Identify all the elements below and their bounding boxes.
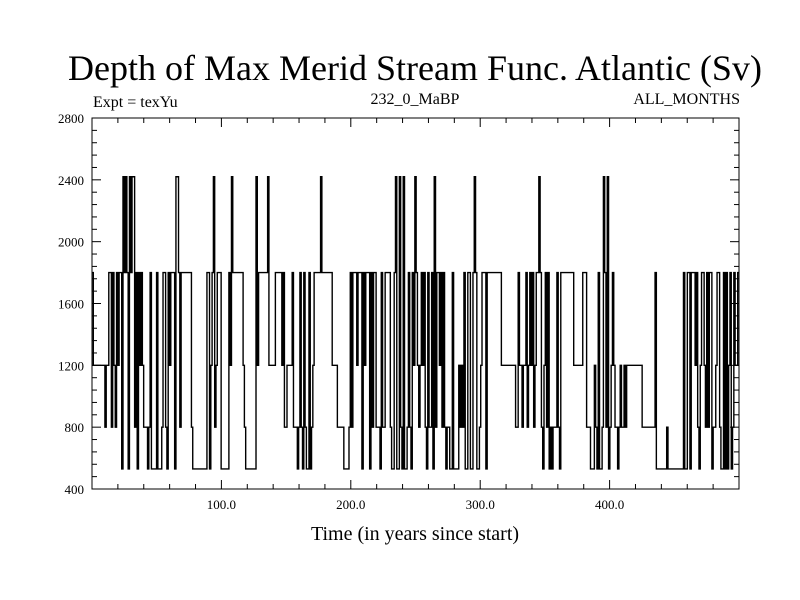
period-label: ALL_MONTHS	[633, 91, 740, 108]
run-label: 232_0_MaBP	[371, 91, 460, 108]
y-tick-label: 1600	[58, 297, 84, 312]
y-tick-label: 2400	[58, 173, 84, 188]
x-tick-label: 200.0	[336, 497, 365, 512]
y-tick-label: 800	[65, 420, 85, 435]
x-axis-tick-labels: 100.0 200.0 300.0 400.0	[207, 497, 624, 512]
series-line	[92, 176, 739, 470]
experiment-label: Expt = texYu	[93, 94, 178, 111]
x-tick-label: 300.0	[466, 497, 495, 512]
y-axis-tick-labels: 400 800 1200 1600 2000 2400 2800	[58, 111, 84, 497]
x-tick-label: 400.0	[595, 497, 624, 512]
x-tick-label: 100.0	[207, 497, 236, 512]
y-tick-label: 1200	[58, 358, 84, 373]
plot-frame	[91, 117, 740, 490]
axis-ticks	[92, 118, 739, 489]
series-group	[92, 176, 739, 470]
chart-title: Depth of Max Merid Stream Func. Atlantic…	[68, 48, 762, 88]
y-tick-label: 400	[65, 482, 85, 497]
y-tick-label: 2800	[58, 111, 84, 126]
x-axis-label: Time (in years since start)	[311, 523, 519, 545]
y-tick-label: 2000	[58, 235, 84, 250]
